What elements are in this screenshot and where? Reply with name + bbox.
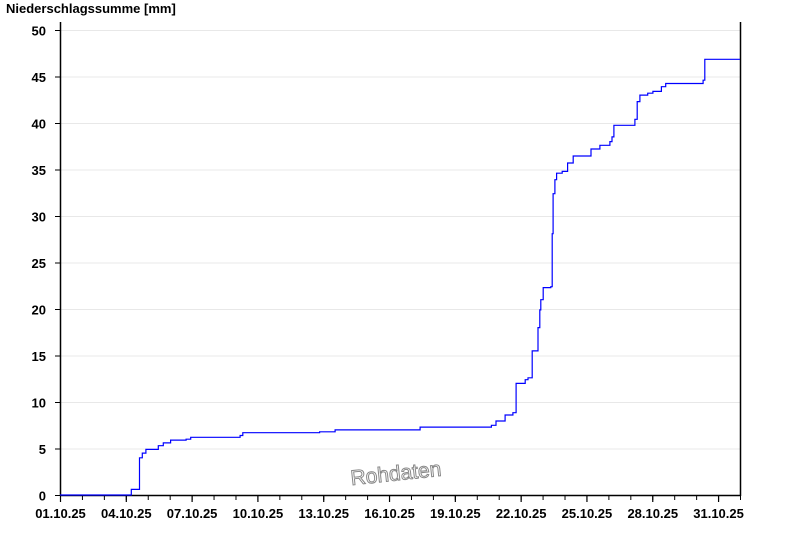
x-tick-label: 10.10.25 (233, 506, 284, 521)
chart-title: Niederschlagssumme [mm] (6, 1, 176, 16)
y-tick-label: 45 (32, 70, 46, 85)
watermark-text: Rohdaten (349, 458, 442, 490)
y-tick-label: 15 (32, 349, 46, 364)
y-tick-label: 50 (32, 24, 46, 39)
x-tick-label: 19.10.25 (430, 506, 481, 521)
y-tick-label: 30 (32, 210, 46, 225)
x-tick-label: 07.10.25 (167, 506, 218, 521)
x-tick-label: 04.10.25 (101, 506, 152, 521)
y-tick-label: 40 (32, 117, 46, 132)
x-tick-label: 22.10.25 (496, 506, 547, 521)
y-tick-label: 25 (32, 256, 46, 271)
y-tick-label: 10 (32, 396, 46, 411)
y-tick-label: 20 (32, 303, 46, 318)
x-tick-label: 16.10.25 (364, 506, 415, 521)
x-tick-label: 13.10.25 (298, 506, 349, 521)
x-tick-label: 31.10.25 (693, 506, 744, 521)
x-tick-label: 25.10.25 (562, 506, 613, 521)
y-tick-label: 5 (39, 442, 46, 457)
y-tick-label: 0 (39, 489, 46, 504)
x-tick-label: 01.10.25 (35, 506, 86, 521)
x-tick-label: 28.10.25 (627, 506, 678, 521)
y-tick-label: 35 (32, 163, 46, 178)
precipitation-sum-line (60, 58, 740, 496)
